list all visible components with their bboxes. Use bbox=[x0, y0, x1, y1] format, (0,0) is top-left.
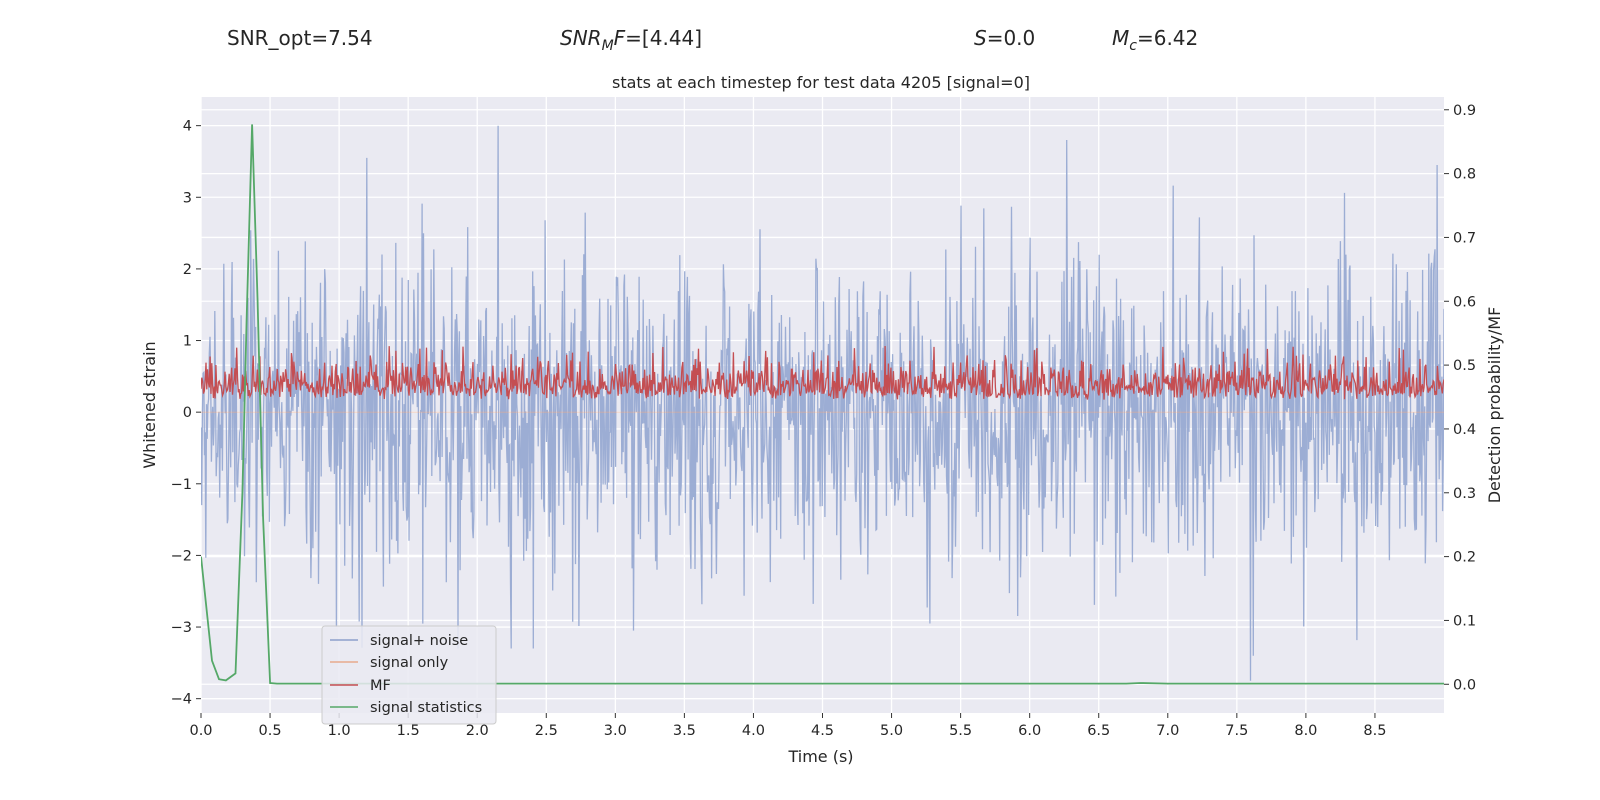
x-tick-label: 2.0 bbox=[466, 723, 489, 739]
y-right-tick-label: 0.9 bbox=[1453, 103, 1476, 119]
y-left-tick-label: −2 bbox=[171, 548, 192, 564]
y-right-tick-label: 0.6 bbox=[1453, 294, 1476, 310]
y-axis-left-label: Whitened strain bbox=[140, 341, 159, 468]
x-tick-label: 4.0 bbox=[742, 723, 765, 739]
snr-mf-symbol: SNR bbox=[560, 26, 602, 50]
snr-mf-suffix: F bbox=[614, 26, 626, 50]
mc-subscript: c bbox=[1129, 38, 1137, 54]
x-tick-label: 3.5 bbox=[673, 723, 696, 739]
y-right-tick-label: 0.5 bbox=[1453, 358, 1476, 374]
y-left-tick-label: 0 bbox=[183, 405, 192, 421]
y-right-tick-label: 0.0 bbox=[1453, 677, 1476, 693]
x-tick-label: 5.5 bbox=[949, 723, 972, 739]
x-tick-label: 7.5 bbox=[1225, 723, 1248, 739]
mf-line bbox=[201, 345, 1444, 400]
x-tick-label: 5.0 bbox=[880, 723, 903, 739]
legend-label-signal-noise: signal+ noise bbox=[370, 633, 468, 649]
s-value: =0.0 bbox=[987, 26, 1036, 50]
snr-mf-value: =[4.44] bbox=[625, 26, 702, 50]
mc-symbol: M bbox=[1112, 26, 1129, 50]
x-tick-label: 8.0 bbox=[1294, 723, 1317, 739]
y-axis-right-label: Detection probability/MF bbox=[1485, 307, 1504, 504]
legend-box bbox=[321, 625, 497, 725]
x-tick-label: 0.0 bbox=[189, 723, 212, 739]
y-right-tick-label: 0.1 bbox=[1453, 613, 1476, 629]
y-right-tick-label: 0.7 bbox=[1453, 230, 1476, 246]
mc-value: =6.42 bbox=[1137, 26, 1198, 50]
x-tick-label: 1.0 bbox=[328, 723, 351, 739]
x-axis-label: Time (s) bbox=[787, 747, 853, 766]
x-tick-label: 8.5 bbox=[1363, 723, 1386, 739]
axes: 0.0 0.5 1.0 1.5 2.0 2.5 3.0 3.5 4.0 4.5 5.0 5.5 6.0 6… bbox=[171, 103, 1476, 739]
y-left-tick-label: 1 bbox=[183, 334, 192, 350]
y-left-tick-label: −1 bbox=[171, 477, 192, 493]
snr-mf-label: SNRMF=[4.44] bbox=[560, 26, 702, 54]
legend-label-signal-only: signal only bbox=[370, 655, 449, 671]
x-tick-label: 3.0 bbox=[604, 723, 627, 739]
signal-statistics-line bbox=[201, 124, 1444, 685]
x-tick-label: 2.5 bbox=[535, 723, 558, 739]
s-label: S=0.0 bbox=[974, 26, 1035, 50]
mc-label: Mc=6.42 bbox=[1112, 26, 1198, 54]
y-right-tick-label: 0.2 bbox=[1453, 550, 1476, 566]
x-tick-label: 1.5 bbox=[397, 723, 420, 739]
x-tick-label: 6.5 bbox=[1087, 723, 1110, 739]
s-symbol: S bbox=[974, 26, 987, 50]
y-left-tick-label: −4 bbox=[171, 692, 192, 708]
y-right-tick-label: 0.8 bbox=[1453, 167, 1476, 183]
signal-noise-line bbox=[201, 125, 1444, 681]
x-tick-label: 4.5 bbox=[811, 723, 834, 739]
y-left-tick-label: −3 bbox=[171, 620, 192, 636]
y-left-tick-label: 3 bbox=[183, 190, 192, 206]
legend: signal+ noise signal only MF signal stat… bbox=[321, 625, 497, 725]
x-tick-label: 6.0 bbox=[1018, 723, 1041, 739]
x-tick-label: 7.0 bbox=[1156, 723, 1179, 739]
legend-label-mf: MF bbox=[370, 678, 391, 694]
snr-mf-subscript: M bbox=[602, 38, 614, 54]
series-layer bbox=[201, 124, 1444, 685]
x-tick-label: 0.5 bbox=[259, 723, 282, 739]
y-right-tick-label: 0.3 bbox=[1453, 486, 1476, 502]
y-left-tick-label: 2 bbox=[183, 262, 192, 278]
legend-label-signal-statistics: signal statistics bbox=[370, 700, 482, 716]
snr-opt-label: SNR_opt=7.54 bbox=[227, 26, 373, 50]
y-left-tick-label: 4 bbox=[183, 119, 192, 135]
y-right-tick-label: 0.4 bbox=[1453, 422, 1476, 438]
chart-title: stats at each timestep for test data 420… bbox=[612, 73, 1030, 92]
